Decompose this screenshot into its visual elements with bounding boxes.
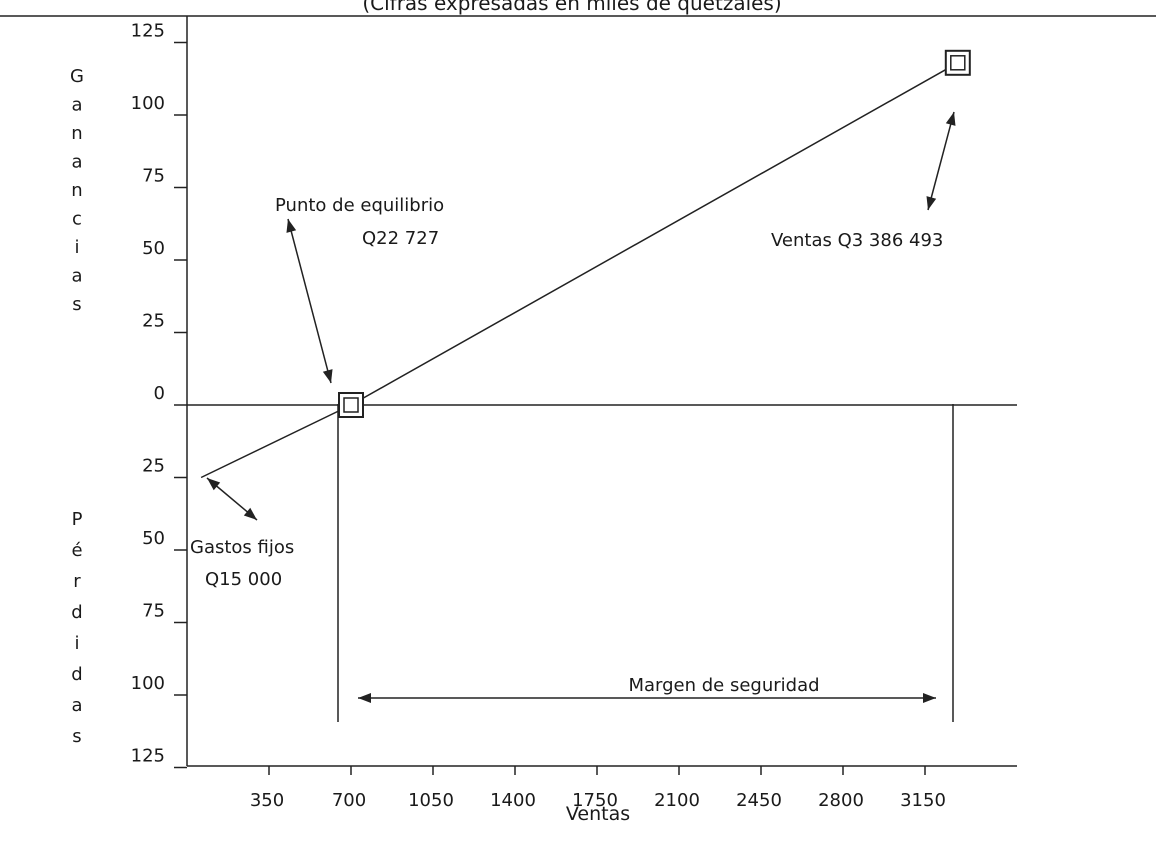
y-tick-label: 25 [142, 311, 165, 332]
y-axis-letter: d [71, 602, 82, 623]
x-axis-label: Ventas [566, 803, 630, 825]
y-tick-label: 50 [142, 238, 165, 259]
x-ticks: 350 700 1050 1400 1750 2100 2450 2800 3150 [250, 766, 946, 811]
y-tick-label: 0 [154, 383, 165, 404]
x-tick-label: 1050 [408, 790, 454, 811]
y-axis-letter: s [72, 726, 81, 747]
y-tick-label: 75 [142, 166, 165, 187]
x-tick-label: 2450 [736, 790, 782, 811]
y-tick-label: 125 [131, 21, 165, 42]
y-axis-letter: d [71, 664, 82, 685]
breakeven-label-line2: Q22 727 [362, 228, 439, 249]
x-tick-label: 1400 [490, 790, 536, 811]
y-tick-label: 100 [131, 93, 165, 114]
y-axis-letter: n [71, 180, 82, 201]
y-axis-letter: s [72, 294, 81, 315]
y-tick-label: 100 [131, 673, 165, 694]
profit-line [200, 62, 959, 479]
breakeven-arrow [286, 218, 333, 384]
y-ticks: 125 100 75 50 25 0 25 50 75 100 125 [131, 21, 187, 769]
data-point-marker [338, 392, 364, 418]
chart-title: (Cifras expresadas en miles de quetzales… [362, 0, 781, 15]
x-tick-label: 350 [250, 790, 284, 811]
y-axis-letter: c [72, 209, 82, 230]
y-axis-letter: r [73, 571, 81, 592]
x-tick-label: 3150 [900, 790, 946, 811]
y-axis-letter: i [74, 633, 79, 654]
x-tick-label: 2100 [654, 790, 700, 811]
y-axis-letter: é [71, 540, 82, 561]
y-axis-letter: n [71, 123, 82, 144]
data-point-marker-inner [950, 55, 966, 71]
fixed-costs-label-line2: Q15 000 [205, 569, 282, 590]
data-point-marker-inner [343, 397, 359, 413]
y-axis-letter: G [70, 66, 84, 87]
x-tick-label: 1750 [572, 790, 618, 811]
y-axis-letter: a [71, 152, 82, 173]
data-point-marker [944, 49, 971, 76]
y-tick-label: 75 [142, 601, 165, 622]
x-tick-label: 700 [332, 790, 366, 811]
y-tick-label: 25 [142, 456, 165, 477]
annotation-arrows [206, 111, 956, 703]
x-tick-label: 2800 [818, 790, 864, 811]
sales-arrow [926, 111, 956, 211]
margin-label: Margen de seguridad [628, 675, 819, 696]
y-axis-letter: a [71, 266, 82, 287]
y-tick-label: 125 [131, 746, 165, 767]
series-layer [200, 49, 971, 479]
y-tick-label: 50 [142, 528, 165, 549]
y-axis-letter: i [74, 237, 79, 258]
fixed-costs-arrow [206, 477, 258, 521]
margin-arrow [358, 693, 936, 703]
y-axis-letter: P [72, 509, 83, 530]
y-axis-letter: a [71, 695, 82, 716]
sales-label: Ventas Q3 386 493 [771, 230, 943, 251]
fixed-costs-label-line1: Gastos fijos [190, 537, 294, 558]
breakeven-label-line1: Punto de equilibrio [275, 195, 444, 216]
y-axis-letter: a [71, 95, 82, 116]
